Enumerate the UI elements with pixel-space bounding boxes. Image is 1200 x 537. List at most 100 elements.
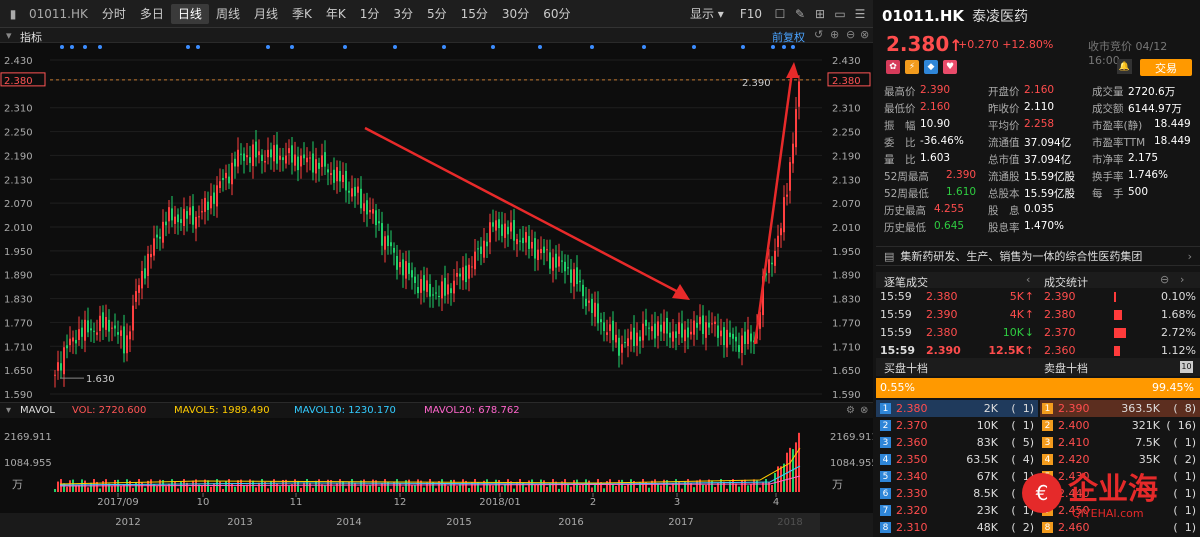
ask-cell[interactable]: 4 2.420 35K ( 2): [1040, 451, 1200, 468]
bid-cell[interactable]: 4 2.350 63.5K ( 4): [876, 451, 1038, 468]
orderbook-row[interactable]: 8 2.310 48K ( 2) 8 2.460 ( 1): [876, 519, 1200, 536]
pen-icon[interactable]: ✎: [794, 6, 806, 21]
period-tab-9[interactable]: 5分: [427, 6, 447, 21]
orderbook-row[interactable]: 2 2.370 10K ( 1) 2 2.400 321K ( 16): [876, 417, 1200, 434]
stat-label: 总股本: [988, 188, 1020, 200]
quote-panel: 01011.HK 泰凌医药 2.380↑ +0.270 +12.80% 收市竞价…: [876, 0, 1200, 537]
bid-level-icon: 8: [880, 522, 891, 533]
chevron-right-icon[interactable]: ›: [1187, 249, 1192, 263]
ask-cell[interactable]: 2 2.400 321K ( 16): [1040, 417, 1200, 434]
ask-cell[interactable]: 8 2.460 ( 1): [1040, 519, 1200, 536]
period-tab-7[interactable]: 1分: [359, 6, 380, 21]
volume-bar: [609, 479, 611, 492]
period-tab-2[interactable]: 日线: [170, 3, 209, 24]
bid-volume: 23K: [976, 504, 998, 517]
orderbook[interactable]: 1 2.380 2K ( 1) 1 2.390 363.5K ( 8) 2 2.…: [876, 400, 1200, 536]
trade-button[interactable]: 交易: [1140, 59, 1192, 76]
orderbook-row[interactable]: 1 2.380 2K ( 1) 1 2.390 363.5K ( 8): [876, 400, 1200, 417]
candlestick-chart[interactable]: 2.430 2.430 2.380 2.380 2.310 2.310 2.250 2.250…: [0, 44, 873, 402]
chevron-left-icon[interactable]: ‹: [1026, 273, 1031, 286]
period-tab-6[interactable]: 年K: [325, 6, 346, 21]
orderbook-row[interactable]: 7 2.320 23K ( 1) 7 2.450 ( 1): [876, 502, 1200, 519]
orderbook-row[interactable]: 4 2.350 63.5K ( 4) 4 2.420 35K ( 2): [876, 451, 1200, 468]
chart-panel[interactable]: ▮ 01011.HK 分时 多日 日线 周线 月线 季K 年K 1分 3分 5分…: [0, 0, 873, 537]
candle-body: [414, 276, 416, 284]
ask-price: 2.440: [1058, 487, 1090, 500]
orderbook-row[interactable]: 3 2.360 83K ( 5) 3 2.410 7.5K ( 1): [876, 434, 1200, 451]
volume-bar: [561, 481, 563, 492]
bid-cell[interactable]: 5 2.340 67K ( 1): [876, 468, 1038, 485]
collapse-icon[interactable]: ▾: [6, 405, 12, 416]
year-axis-bg: [0, 513, 873, 537]
display-menu[interactable]: 显示 ▾: [683, 4, 731, 24]
minus-icon[interactable]: ⊖: [846, 28, 856, 41]
bid-cell[interactable]: 3 2.360 83K ( 5): [876, 434, 1038, 451]
bid-cell[interactable]: 8 2.310 48K ( 2): [876, 519, 1038, 536]
volume-bar: [378, 486, 380, 492]
list-icon[interactable]: ☰: [854, 6, 866, 21]
period-tab-3[interactable]: 周线: [215, 6, 240, 21]
adjust-label[interactable]: 前复权: [772, 31, 805, 44]
close-icon[interactable]: ⊗: [860, 405, 869, 416]
candle-body: [297, 156, 299, 171]
heart-icon[interactable]: ♥: [943, 60, 957, 74]
tick-row[interactable]: 15:59 2.390 12.5K ↑: [876, 342, 1038, 360]
candle-body: [279, 155, 281, 160]
bid-cell[interactable]: 6 2.330 8.5K ( 4): [876, 485, 1038, 502]
ask-cell[interactable]: 3 2.410 7.5K ( 1): [1040, 434, 1200, 451]
company-description[interactable]: ▤ 集新药研发、生产、销售为一体的综合性医药集团 ›: [876, 246, 1200, 266]
tick-row[interactable]: 15:59 2.380 10K ↓: [876, 324, 1038, 342]
volume-bar: [600, 482, 602, 492]
period-tab-5[interactable]: 季K: [291, 6, 312, 21]
bid-cell[interactable]: 2 2.370 10K ( 1): [876, 417, 1038, 434]
window-icon[interactable]: ▭: [834, 6, 846, 21]
grid-icon[interactable]: ⊞: [814, 6, 826, 21]
volume-chart[interactable]: 2169.911 2169.911 1084.955 1084.955 万 万: [0, 418, 873, 493]
close-icon[interactable]: ⊖: [1160, 273, 1170, 286]
y-tick-left: 1.890: [4, 271, 33, 282]
period-tab-1[interactable]: 多日: [139, 6, 164, 21]
depth-button[interactable]: 10: [1180, 361, 1193, 373]
indicator-label[interactable]: 指标: [20, 31, 42, 44]
tag-icon[interactable]: ◆: [924, 60, 938, 74]
checkbox-icon[interactable]: ☐: [774, 6, 786, 21]
hk-badge-icon[interactable]: ✿: [886, 60, 900, 74]
candle-body: [360, 188, 362, 209]
undo-icon[interactable]: ↺: [814, 28, 824, 41]
candle-body: [204, 197, 206, 212]
volume-bar: [696, 480, 698, 492]
period-tab-4[interactable]: 月线: [253, 6, 278, 21]
add-icon[interactable]: ⊕: [830, 28, 840, 41]
event-dot: [186, 45, 190, 49]
ask-count: ( 1): [1173, 504, 1196, 517]
panel-toggle-icon[interactable]: ▮: [9, 6, 17, 21]
candle-body: [93, 330, 95, 332]
chevron-right-icon[interactable]: ›: [1180, 273, 1185, 286]
collapse-icon[interactable]: ▾: [6, 29, 12, 42]
bid-cell[interactable]: 7 2.320 23K ( 1): [876, 502, 1038, 519]
candle-body: [270, 149, 272, 158]
event-dot: [83, 45, 87, 49]
ask-cell[interactable]: 1 2.390 363.5K ( 8): [1040, 400, 1200, 417]
tick-list[interactable]: 15:59 2.380 5K ↑ 15:59 2.390 4K ↑ 15:59 2.…: [876, 288, 1038, 360]
close-icon[interactable]: ⊗: [860, 28, 870, 41]
lightning-icon[interactable]: ⚡: [905, 60, 919, 74]
ask-price: 2.390: [1058, 402, 1090, 415]
stat-value: 37.094亿: [1024, 154, 1072, 166]
tick-row[interactable]: 15:59 2.380 5K ↑: [876, 288, 1038, 306]
settings-icon[interactable]: ⚙: [846, 405, 855, 416]
tick-row[interactable]: 15:59 2.390 4K ↑: [876, 306, 1038, 324]
stats-row: 历史最低 0.645 股息率 1.470%: [884, 220, 1200, 237]
ask-ratio: 99.45%: [1152, 381, 1194, 394]
period-tab-11[interactable]: 30分: [501, 6, 530, 21]
bell-icon[interactable]: 🔔: [1117, 59, 1132, 74]
period-tab-0[interactable]: 分时: [101, 6, 126, 21]
f10-button[interactable]: F10: [739, 6, 762, 21]
stock-code-tab[interactable]: 01011.HK: [29, 6, 88, 21]
period-tab-10[interactable]: 15分: [460, 6, 488, 21]
mavol20-value: MAVOL20: 678.762: [424, 405, 520, 416]
period-tab-12[interactable]: 60分: [543, 6, 571, 21]
period-tab-8[interactable]: 3分: [393, 6, 413, 21]
stat-value: 15.59亿股: [1024, 188, 1076, 200]
bid-cell[interactable]: 1 2.380 2K ( 1): [876, 400, 1038, 417]
